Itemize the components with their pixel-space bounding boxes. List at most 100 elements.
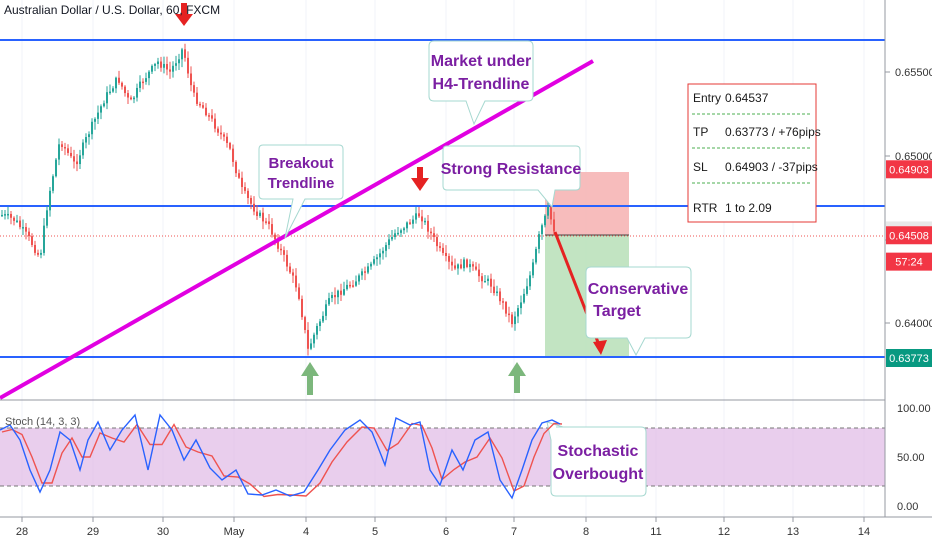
candle-body bbox=[199, 103, 201, 106]
candle-body bbox=[277, 239, 279, 249]
time-tick-label: 11 bbox=[650, 526, 661, 538]
callout-strong-resistance[interactable]: Strong Resistance bbox=[441, 145, 582, 209]
price-label-bg bbox=[886, 252, 932, 271]
stochastic-label: Stoch (14, 3, 3) bbox=[5, 416, 80, 428]
candle-body bbox=[226, 136, 228, 144]
price-label: 0.64903 bbox=[889, 164, 929, 176]
candle-body bbox=[49, 190, 51, 211]
stoch-k-line bbox=[0, 413, 561, 500]
candle-body bbox=[388, 239, 390, 246]
candle-body bbox=[454, 265, 456, 269]
candle-body bbox=[439, 246, 441, 248]
price-label-bg bbox=[886, 160, 932, 179]
price-label: 0.63773 bbox=[889, 353, 929, 365]
candle-body bbox=[262, 212, 264, 222]
time-tick-label: 13 bbox=[787, 526, 799, 538]
stochastic-lines bbox=[0, 413, 563, 500]
callout-stochastic[interactable]: Stochastic Overbought bbox=[546, 421, 647, 497]
candle-body bbox=[103, 103, 105, 107]
candle-body bbox=[448, 256, 450, 262]
candle-body bbox=[337, 290, 339, 298]
candle-body bbox=[529, 275, 531, 287]
candle-body bbox=[148, 71, 150, 79]
candle-body bbox=[319, 321, 321, 326]
candle-body bbox=[4, 214, 6, 216]
candle-body bbox=[481, 276, 483, 282]
arrow-down-2 bbox=[411, 167, 429, 191]
candle-body bbox=[121, 82, 123, 87]
candle-body bbox=[85, 137, 87, 143]
time-tick-label: 4 bbox=[303, 526, 309, 538]
callout-stoch-line-2: Overbought bbox=[553, 466, 644, 483]
h4-trendline bbox=[0, 59, 594, 400]
callout-conservative-target[interactable]: Conservative Target bbox=[585, 266, 692, 357]
candle-body bbox=[451, 261, 453, 266]
candle-body bbox=[514, 316, 516, 325]
candle-body bbox=[424, 220, 426, 223]
candle-body bbox=[109, 91, 111, 94]
candle-body bbox=[544, 215, 546, 226]
candle-body bbox=[346, 284, 348, 290]
candle-body bbox=[181, 49, 183, 60]
candle-body bbox=[376, 257, 378, 260]
candle-body bbox=[244, 187, 246, 191]
candle-body bbox=[7, 213, 9, 216]
candle-body bbox=[271, 224, 273, 235]
candle-body bbox=[124, 86, 126, 94]
callout-breakout[interactable]: Breakout Trendline bbox=[258, 144, 344, 239]
candle-body bbox=[418, 213, 420, 217]
candle-body bbox=[94, 118, 96, 122]
candle-body bbox=[163, 63, 165, 68]
candle-body bbox=[52, 176, 54, 191]
candle-body bbox=[55, 159, 57, 177]
candle-body bbox=[280, 248, 282, 251]
candle-body bbox=[43, 225, 45, 253]
candle-body bbox=[496, 291, 498, 294]
candle-body bbox=[37, 252, 39, 255]
time-axis[interactable]: 28 29 30 May 4 5 6 7 8 11 12 13 14 bbox=[16, 517, 870, 538]
callout-market-under-line-2: H4-Trendline bbox=[433, 76, 530, 93]
candle-body bbox=[265, 221, 267, 223]
candle-body bbox=[538, 234, 540, 249]
candle-body bbox=[235, 161, 237, 174]
price-tick-label: 0.64000 bbox=[895, 318, 932, 330]
candle-body bbox=[370, 263, 372, 267]
candle-body bbox=[100, 106, 102, 113]
candle-body bbox=[208, 115, 210, 117]
candle-body bbox=[358, 275, 360, 282]
price-tick-label: 0.65000 bbox=[895, 151, 932, 163]
candle-body bbox=[169, 69, 171, 72]
candle-body bbox=[403, 228, 405, 231]
candle-body bbox=[229, 143, 231, 149]
candle-body bbox=[517, 308, 519, 317]
callout-market-under[interactable]: Market under H4-Trendline bbox=[428, 40, 534, 126]
candle-body bbox=[550, 206, 552, 220]
candle-body bbox=[409, 222, 411, 224]
candle-body bbox=[268, 221, 270, 225]
time-tick-label: 12 bbox=[718, 526, 730, 538]
candle-body bbox=[436, 237, 438, 247]
callout-market-under-line-1: Market under bbox=[431, 53, 531, 70]
candle-body bbox=[394, 233, 396, 238]
candle-body bbox=[499, 291, 501, 302]
candle-body bbox=[469, 264, 471, 268]
candle-body bbox=[391, 237, 393, 240]
candle-body bbox=[145, 78, 147, 82]
stoch-tick-label: 100.00 bbox=[897, 403, 931, 415]
candle-body bbox=[1, 214, 3, 217]
candle-body bbox=[58, 144, 60, 160]
candle-body bbox=[130, 97, 132, 100]
candle-body bbox=[364, 271, 366, 273]
candle-body bbox=[196, 92, 198, 104]
stochastic-axis[interactable]: 100.00 50.00 0.00 bbox=[897, 403, 931, 513]
candle-body bbox=[298, 287, 300, 299]
candle-body bbox=[274, 234, 276, 240]
trade-info-box[interactable]: Entry 0.64537 TP 0.63773 / +76pips SL 0.64903… bbox=[687, 83, 821, 223]
projection-arrow-head bbox=[593, 340, 607, 355]
price-label-bg bbox=[886, 226, 932, 245]
stoch-tick-label: 0.00 bbox=[897, 501, 918, 513]
candle-body bbox=[16, 220, 18, 223]
info-label: RTR bbox=[693, 201, 718, 215]
candle-body bbox=[88, 134, 90, 138]
